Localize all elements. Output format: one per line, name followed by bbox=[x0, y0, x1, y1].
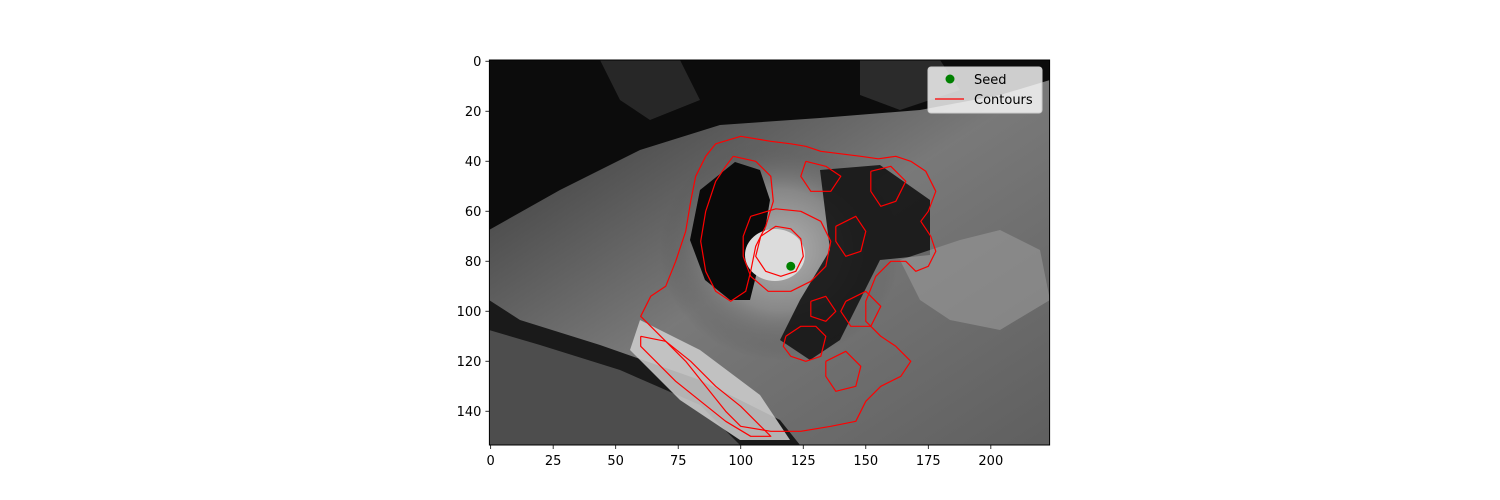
y-axis: 0 20 40 60 80 100 120 140 bbox=[457, 55, 490, 420]
seed-point bbox=[786, 261, 796, 271]
y-tick-label: 140 bbox=[457, 405, 482, 420]
seed-layer bbox=[786, 261, 796, 271]
legend: Seed Contours bbox=[927, 66, 1043, 114]
contour-9 bbox=[870, 165, 907, 207]
contour-1 bbox=[640, 135, 937, 432]
x-tick-label: 200 bbox=[978, 454, 1003, 469]
legend-box bbox=[927, 66, 1043, 114]
legend-contours-label: Contours bbox=[974, 93, 1033, 108]
contour-layer bbox=[640, 135, 937, 437]
mri-image bbox=[489, 60, 1050, 445]
y-tick-label: 0 bbox=[473, 55, 481, 70]
contour-12 bbox=[825, 350, 862, 392]
x-tick-label: 125 bbox=[791, 454, 816, 469]
contour-8 bbox=[800, 160, 842, 192]
contour-6 bbox=[640, 335, 772, 437]
x-tick-label: 25 bbox=[545, 454, 562, 469]
contour-11 bbox=[810, 295, 837, 322]
contour-3 bbox=[742, 208, 832, 292]
y-tick-label: 60 bbox=[465, 205, 482, 220]
y-tick-label: 80 bbox=[465, 255, 482, 270]
legend-seed-marker bbox=[945, 74, 955, 84]
x-tick-label: 175 bbox=[916, 454, 941, 469]
contour-2 bbox=[700, 155, 774, 302]
contour-4 bbox=[755, 225, 804, 277]
contour-10 bbox=[840, 290, 882, 327]
y-tick-label: 120 bbox=[457, 355, 482, 370]
y-tick-label: 100 bbox=[457, 305, 482, 320]
x-tick-label: 50 bbox=[607, 454, 624, 469]
x-axis: 0 25 50 75 100 125 150 175 200 bbox=[487, 445, 1003, 469]
contour-7 bbox=[835, 215, 867, 257]
y-tick-label: 40 bbox=[465, 155, 482, 170]
x-tick-label: 100 bbox=[728, 454, 753, 469]
x-tick-label: 150 bbox=[853, 454, 878, 469]
x-tick-label: 0 bbox=[487, 454, 495, 469]
y-tick-label: 20 bbox=[465, 105, 482, 120]
legend-seed-label: Seed bbox=[974, 73, 1007, 88]
axes-frame bbox=[488, 59, 1051, 446]
contour-5 bbox=[782, 325, 827, 362]
x-tick-label: 75 bbox=[670, 454, 687, 469]
